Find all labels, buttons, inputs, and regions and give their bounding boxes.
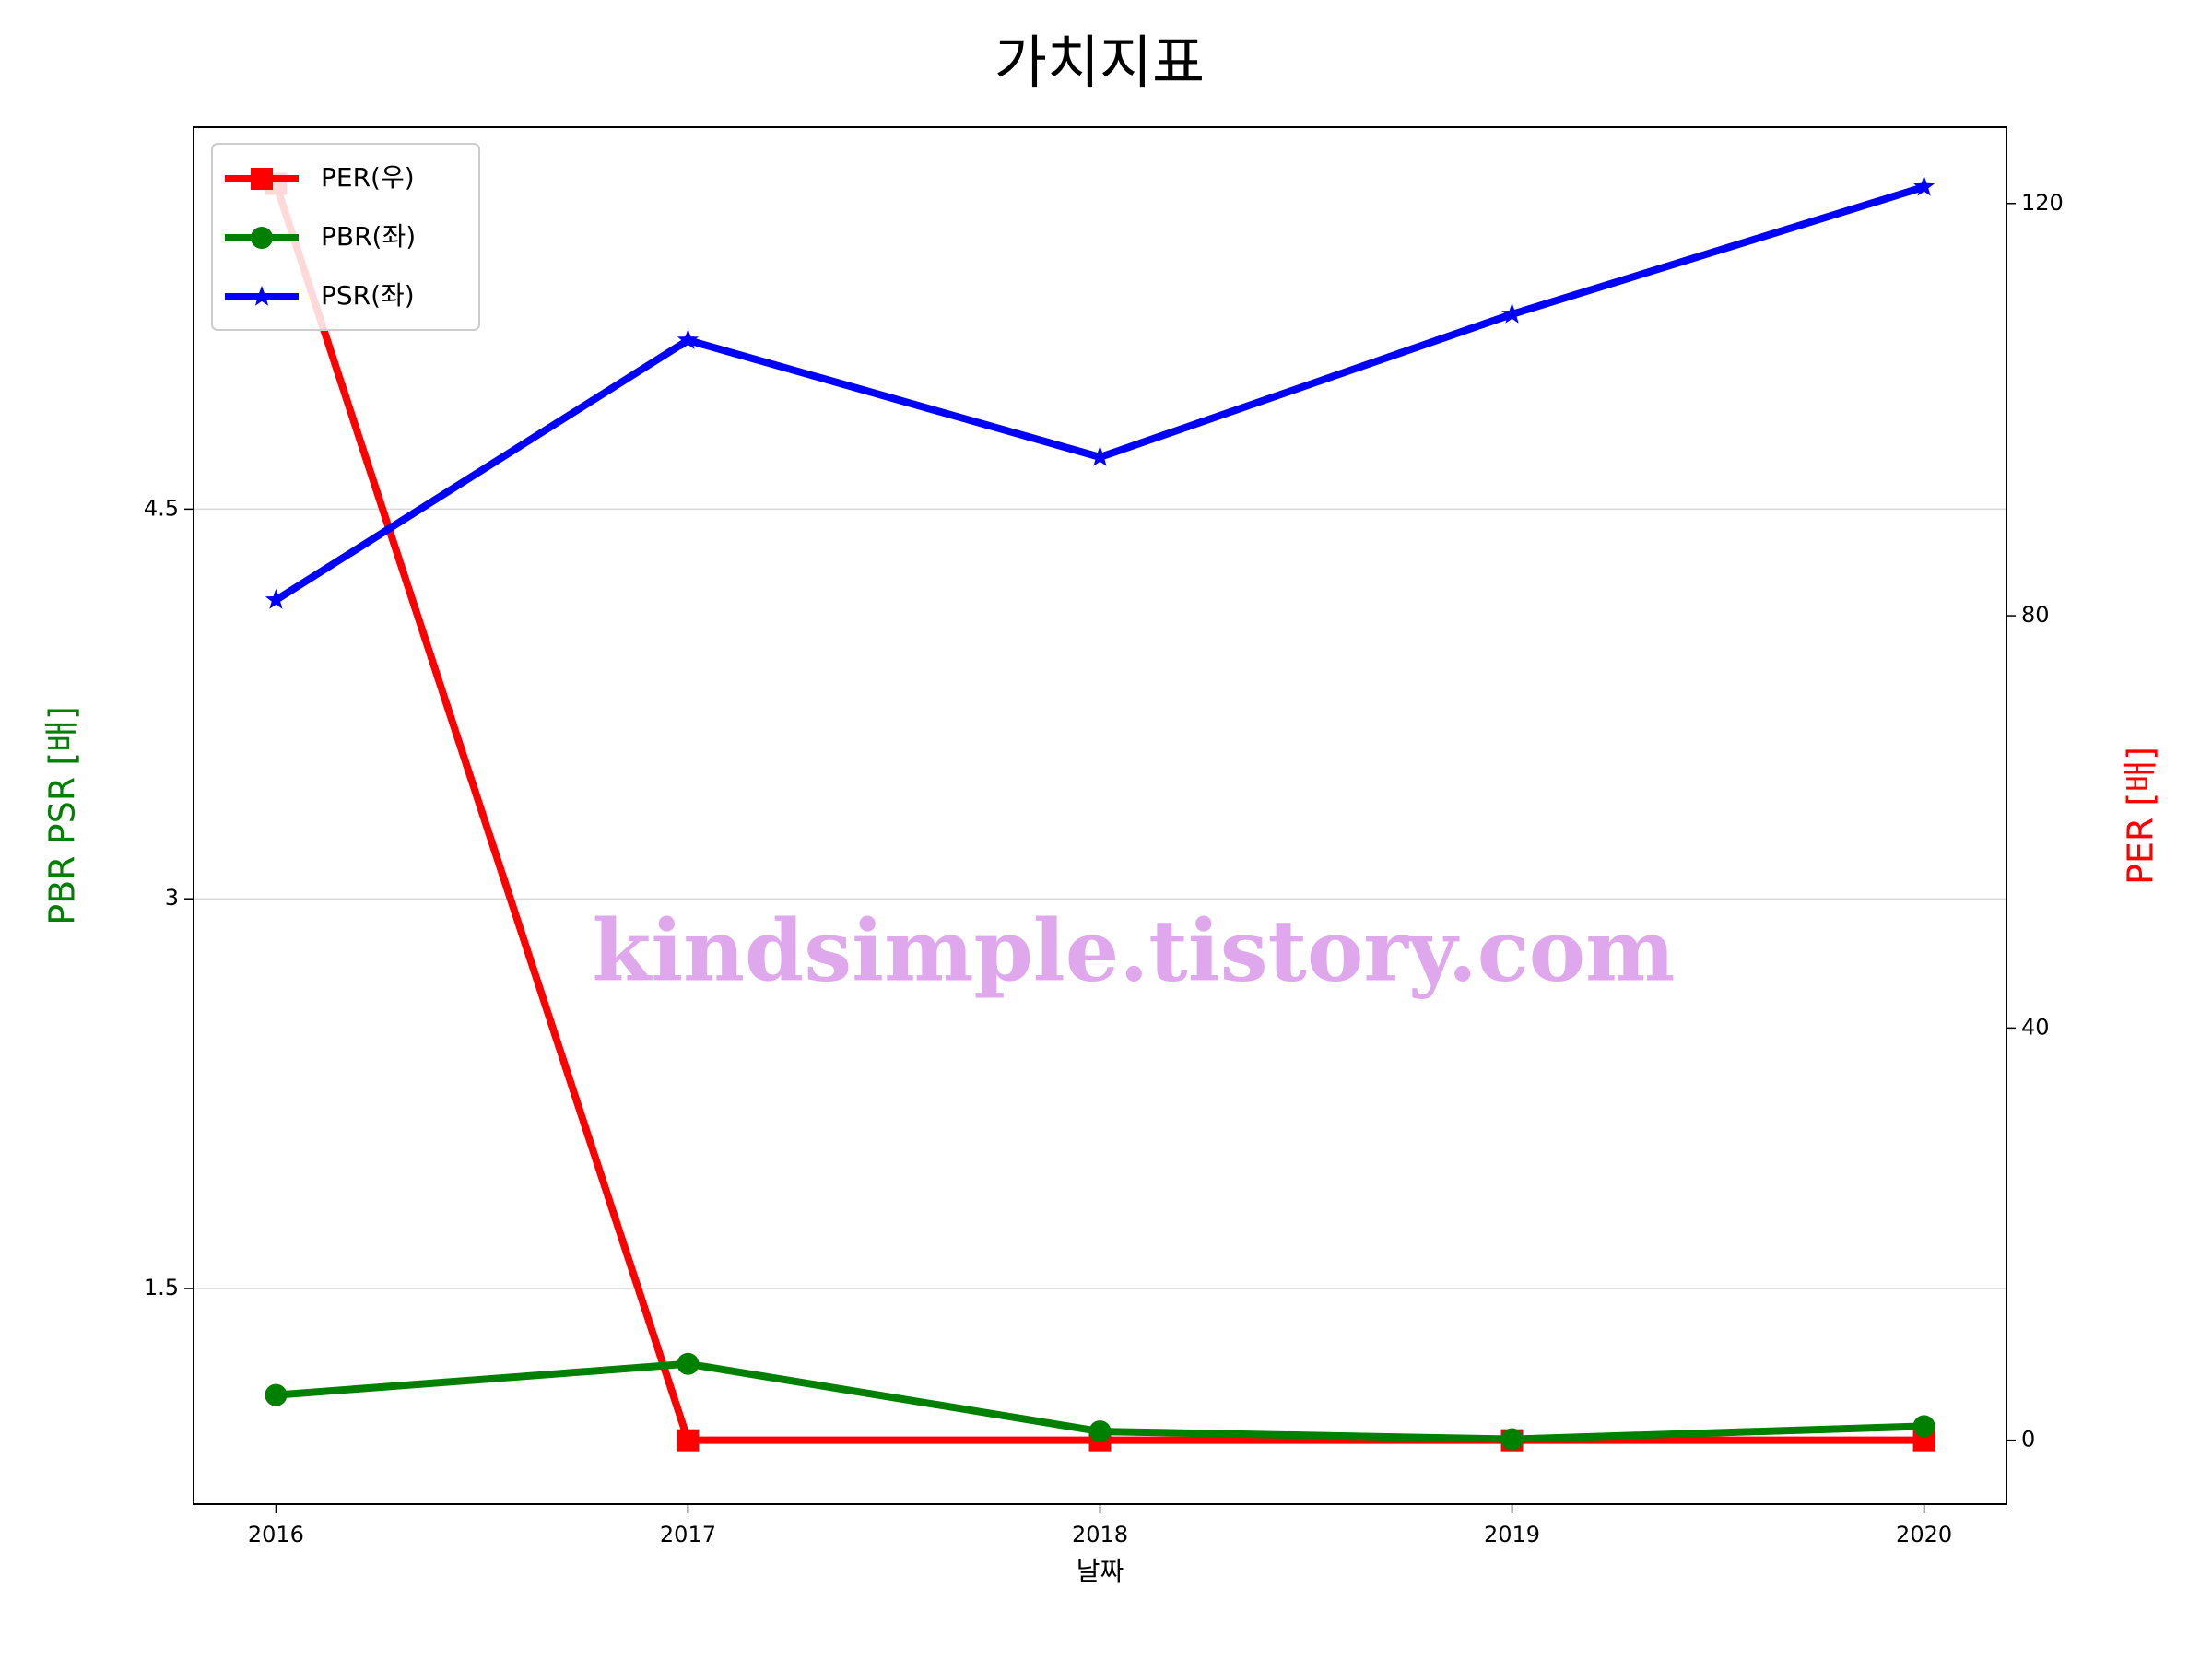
x-tick-label: 2016 <box>248 1522 304 1547</box>
marker <box>1088 1420 1112 1443</box>
watermark: kindsimple.tistory.com <box>592 901 1675 1001</box>
plot-frame <box>193 126 2007 1505</box>
y-axis-label: PBR PSR [배] <box>42 706 83 925</box>
marker <box>1912 1415 1936 1438</box>
marker <box>1089 445 1111 466</box>
y2-axis-label: PER [배] <box>2121 747 2161 885</box>
legend-box <box>211 143 480 331</box>
x-tick-label: 2019 <box>1484 1522 1540 1547</box>
x-tick-label: 2018 <box>1072 1522 1128 1547</box>
y-tick-label: 4.5 <box>144 495 179 521</box>
series-line <box>272 182 1924 1444</box>
marker <box>677 1352 700 1375</box>
chart-title: 가치지표 <box>994 29 1205 96</box>
marker <box>251 285 273 306</box>
series-line <box>274 183 1925 604</box>
y-tick-label: 3 <box>165 885 179 911</box>
marker <box>265 1383 288 1406</box>
marker <box>265 588 287 609</box>
legend-label: PBR(좌) <box>321 221 416 252</box>
marker <box>677 329 699 349</box>
marker <box>251 227 273 249</box>
y2-tick-label: 40 <box>2021 1014 2050 1040</box>
x-axis-label: 날짜 <box>1077 1556 1124 1586</box>
marker <box>251 168 273 190</box>
marker <box>1501 302 1524 324</box>
y2-tick-label: 80 <box>2021 602 2050 628</box>
legend-label: PER(우) <box>321 162 415 193</box>
x-tick-label: 2020 <box>1896 1522 1952 1547</box>
marker <box>1913 175 1936 196</box>
y2-tick-label: 120 <box>2021 190 2064 216</box>
marker <box>1500 1428 1524 1451</box>
y2-tick-label: 0 <box>2021 1427 2035 1453</box>
y-tick-label: 1.5 <box>144 1275 179 1300</box>
x-tick-label: 2017 <box>660 1522 716 1547</box>
legend-label: PSR(좌) <box>321 280 415 311</box>
marker <box>677 1429 700 1452</box>
